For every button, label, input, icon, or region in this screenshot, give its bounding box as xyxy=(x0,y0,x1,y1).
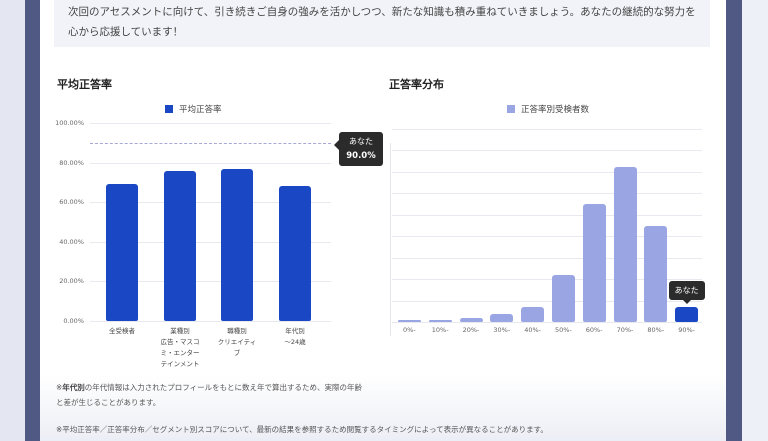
timing-note: ※平均正答率／正答率分布／セグメント別スコアについて、最新の結果を参照するため閲… xyxy=(56,425,548,434)
x-axis-label-line: 広告・マスコ xyxy=(160,338,200,346)
y-axis-line xyxy=(390,143,391,336)
note-text: の年代情報は入力されたプロフィールをもとに数え年で算出するため、実際の年齢 xyxy=(84,383,362,392)
legend-label: 正答率別受検者数 xyxy=(521,105,590,115)
average-rate-legend: 平均正答率 xyxy=(165,103,222,115)
window-frame-right xyxy=(726,0,742,441)
x-axis-label-line: ブ xyxy=(233,349,241,357)
results-panel: 次回のアセスメントに向けて、引き続きご自身の強みを活かしつつ、新たな知識も積み重… xyxy=(40,0,726,441)
x-axis-label: 40%- xyxy=(524,326,541,334)
distribution-title: 正答率分布 xyxy=(389,78,444,91)
x-axis-label-line: ミ・エンター xyxy=(160,349,200,357)
distribution-bar xyxy=(521,306,545,322)
gridline xyxy=(392,214,702,216)
your-score-tooltip: あなた 90.0% xyxy=(334,131,383,166)
gridline xyxy=(90,321,331,322)
legend-swatch-icon xyxy=(507,105,515,113)
note-prefix: ※ xyxy=(56,383,63,392)
x-axis-label: 全受検者 xyxy=(90,326,154,337)
distribution-bar xyxy=(551,274,575,322)
x-axis-label: 業種別広告・マスコ ミ・エンター テインメント xyxy=(148,326,212,370)
y-tick-label: 20.00% xyxy=(59,277,84,286)
average-rate-chart: 0.00% 20.00% 40.00% 60.00% 80.00% 100.00% あなた 9… xyxy=(40,0,400,380)
y-tick-label: 60.00% xyxy=(59,198,84,207)
average-rate-bar xyxy=(221,168,253,321)
x-axis-label: 0%- xyxy=(403,326,416,334)
y-tick-label: 100.00% xyxy=(55,119,84,127)
tooltip-value: 90.0% xyxy=(346,150,376,161)
average-rate-bar xyxy=(106,184,138,321)
x-axis-label: 70%- xyxy=(616,326,634,334)
distribution-bar xyxy=(490,314,514,322)
age-note: ※年代別の年代情報は入力されたプロフィールをもとに数え年で算出するため、実際の年… xyxy=(56,380,386,410)
x-axis-label: 10%- xyxy=(431,326,449,334)
average-rate-title: 平均正答率 xyxy=(57,78,112,91)
x-axis-label: 50%- xyxy=(554,326,572,334)
x-axis-label-line: 〜24歳 xyxy=(284,338,306,346)
x-axis-label: 職種別クリエイティブ xyxy=(205,326,269,359)
legend-label: 平均正答率 xyxy=(179,105,222,115)
gridline xyxy=(392,171,702,173)
average-rate-bar xyxy=(279,186,311,321)
x-axis-label-line: クリエイティ xyxy=(217,338,257,346)
y-tick-label: 0.00% xyxy=(63,317,84,325)
gridline xyxy=(392,128,702,130)
legend-swatch-icon xyxy=(165,105,173,113)
gridline xyxy=(90,162,331,164)
x-axis-label: 90%- xyxy=(678,326,695,334)
gridline xyxy=(392,300,702,302)
tooltip-label: あなた xyxy=(349,136,373,146)
your-distribution-bar xyxy=(675,306,699,322)
distribution-bar xyxy=(582,203,606,322)
x-axis-label: 20%- xyxy=(462,326,480,334)
gridline xyxy=(90,202,331,204)
x-axis-label: 60%- xyxy=(585,326,603,334)
gridline xyxy=(392,150,702,151)
window-frame-left xyxy=(25,0,40,441)
distribution-bar xyxy=(459,317,483,322)
x-axis-label: 80%- xyxy=(647,326,665,334)
tooltip-arrow-icon xyxy=(682,299,691,304)
tooltip-arrow-icon xyxy=(334,139,339,150)
message-line-2: 心から応援しています！ xyxy=(68,26,184,38)
encouragement-message: 次回のアセスメントに向けて、引き続きご自身の強みを活かしつつ、新たな知識も積み重… xyxy=(54,0,710,47)
gridline xyxy=(392,193,702,194)
x-axis-label: 年代別〜24歳 xyxy=(263,326,327,348)
x-axis-label-line: 職種別 xyxy=(227,327,247,335)
gridline xyxy=(392,236,702,237)
distribution-bar xyxy=(397,319,421,322)
x-axis-label-line: 年代別 xyxy=(285,327,305,335)
message-line-1: 次回のアセスメントに向けて、引き続きご自身の強みを活かしつつ、新たな知識も積み重… xyxy=(68,6,696,18)
gridline xyxy=(90,123,331,124)
your-position-tooltip: あなた xyxy=(668,280,705,304)
gridline xyxy=(392,279,702,280)
gridline xyxy=(90,241,331,243)
average-rate-bar xyxy=(164,170,196,321)
distribution-bar xyxy=(613,167,637,322)
baseline xyxy=(392,322,702,323)
gridline xyxy=(90,281,331,283)
x-axis-label-line: テインメント xyxy=(160,360,200,368)
y-tick-label: 80.00% xyxy=(59,158,84,167)
y-tick-label: 40.00% xyxy=(59,237,84,246)
distribution-bar xyxy=(428,319,452,322)
distribution-bar xyxy=(644,226,668,322)
note-bold: 年代別 xyxy=(62,383,85,392)
your-score-line xyxy=(90,142,331,144)
x-axis-label-line: 業種別 xyxy=(170,327,190,335)
distribution-chart: 0%- 10%- 20%- 30%- 40%- 50%- 60%- 70%- 80%- 90%- あ… xyxy=(40,0,726,380)
x-axis-label: 30%- xyxy=(493,326,511,334)
gridline xyxy=(392,257,702,259)
note-text-2: と差が生じることがあります。 xyxy=(56,398,161,407)
distribution-legend: 正答率別受検者数 xyxy=(507,103,589,115)
x-axis-label-line: 全受検者 xyxy=(109,327,135,335)
